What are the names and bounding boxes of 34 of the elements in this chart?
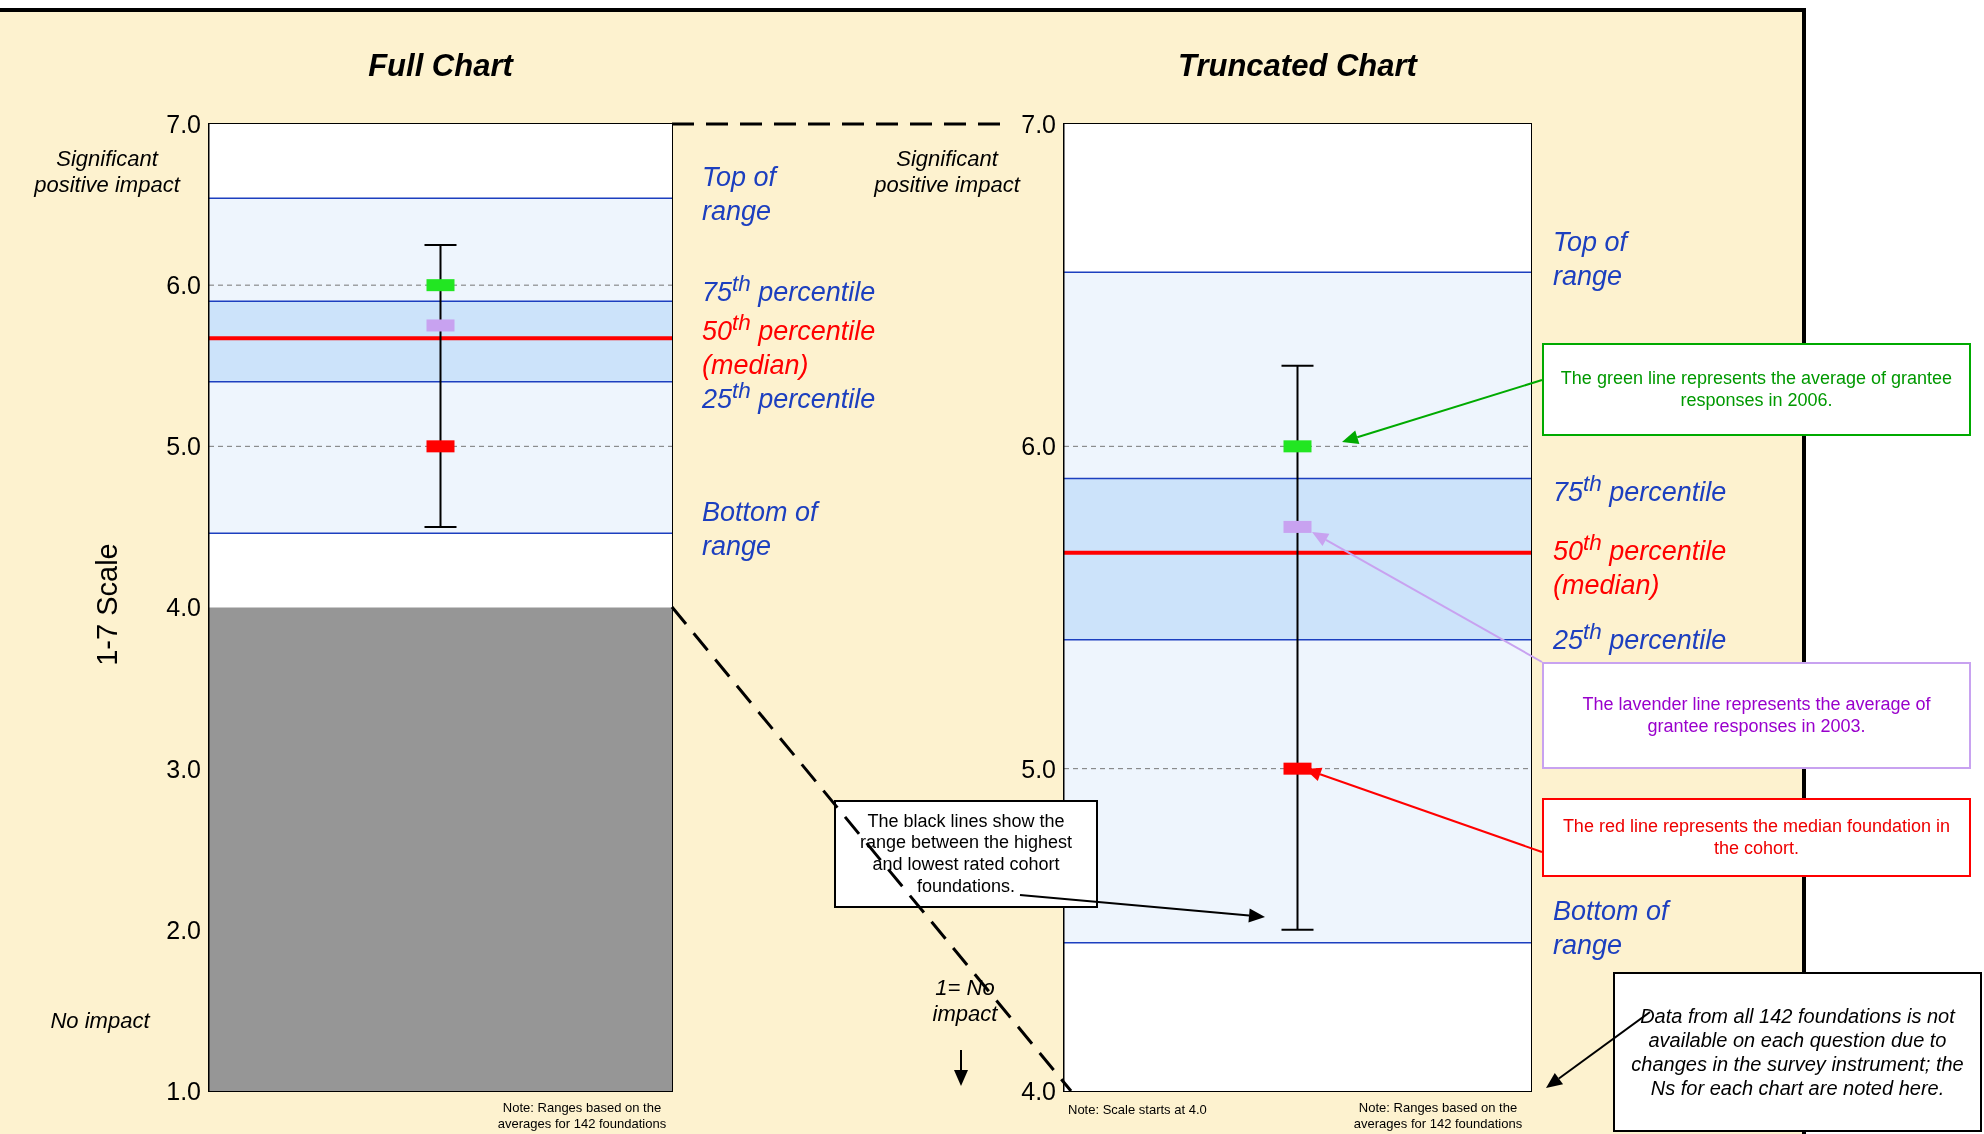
ref-line-label: 75$^{th}$ percentile xyxy=(1553,469,1728,509)
ref-line-label: Top of range xyxy=(1553,226,1631,294)
text: Note: Scale starts at 4.0 xyxy=(1068,1102,1208,1118)
y-tick-label: 4.0 xyxy=(1021,1076,1056,1105)
y-tick-label: 3.0 xyxy=(166,754,201,783)
text: Note: Ranges based on the averages for 142 foundations xyxy=(1352,1100,1524,1132)
text: Significant positive impact xyxy=(872,146,1022,199)
y-tick-label: 1.0 xyxy=(166,1076,201,1105)
text: Significant positive impact xyxy=(32,146,182,199)
chart-title: Truncated Chart xyxy=(1177,48,1419,84)
text: Note: Ranges based on the averages for 142 foundations xyxy=(496,1100,668,1132)
y-axis-title: 1-7 Scale xyxy=(90,541,124,668)
y-tick-label: 5.0 xyxy=(1021,754,1056,783)
text: The lavender line represents the average of grantee responses in 2003. xyxy=(1542,662,1971,769)
ref-line-label: 75$^{th}$ percentile xyxy=(702,270,877,310)
y-tick-label: 6.0 xyxy=(166,271,201,300)
ref-line-label: Bottom of range xyxy=(702,496,821,564)
ref-line-label: 50$^{th}$ percentile (median) xyxy=(702,309,877,382)
y-tick-label: 6.0 xyxy=(1021,432,1056,461)
chart-title: Full Chart xyxy=(367,48,515,84)
ref-line-label: Top of range xyxy=(702,161,780,229)
y-tick-label: 4.0 xyxy=(166,593,201,622)
y-tick-label: 2.0 xyxy=(166,915,201,944)
text: The green line represents the average of grantee responses in 2006. xyxy=(1542,343,1971,436)
y-tick-label: 7.0 xyxy=(1021,109,1056,138)
text: No impact xyxy=(49,1008,152,1035)
ref-line-label: Bottom of range xyxy=(1553,894,1672,962)
annotation: The black lines show the range between the highest and lowest rated cohort foundations. xyxy=(834,800,1098,908)
ref-line-label: 50$^{th}$ percentile (median) xyxy=(1553,528,1728,602)
y-tick-label: 5.0 xyxy=(166,432,201,461)
text: Data from all 142 foundations is not available on each question due to changes in the survey instrument; the Ns for each chart are noted here. xyxy=(1613,972,1982,1132)
y-tick-label: 7.0 xyxy=(166,109,201,138)
text: The red line represents the median foundation in the cohort. xyxy=(1542,798,1971,877)
ref-line-label: 25$^{th}$ percentile xyxy=(1553,617,1728,657)
